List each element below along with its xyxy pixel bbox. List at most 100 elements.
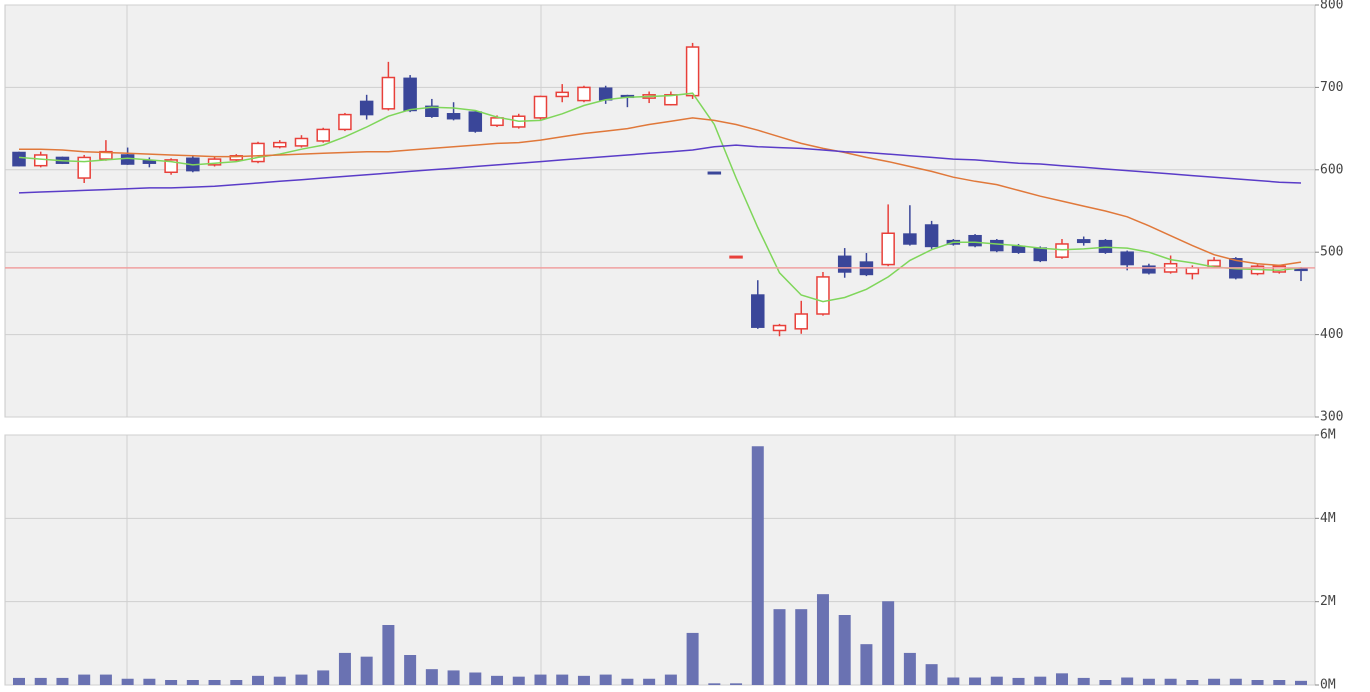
candle-body [1185,267,1200,275]
volume-bar [882,601,895,685]
candle-body [903,233,917,245]
y-tick-label: 4M [1320,511,1336,526]
volume-bar [1251,680,1264,685]
candle-body [598,87,613,101]
candle-body [533,95,548,119]
candle-body [381,76,396,110]
volume-bar [1077,677,1090,685]
candle-body [924,224,939,248]
candle-body [425,105,439,117]
volume-bar [1208,678,1221,685]
volume-bar [360,656,373,685]
candle-body [707,171,722,175]
candle-body [1033,247,1048,262]
volume-bar [99,674,112,685]
volume-bar [621,678,634,685]
candle-body [142,159,157,164]
candle-body [229,155,244,161]
y-tick-label: 0M [1320,678,1336,692]
candle-body [1120,251,1134,266]
candle-body [120,154,135,165]
volume-bar [1121,677,1134,685]
y-tick-label: 400 [1320,327,1343,342]
volume-bar [1164,678,1177,685]
candle-body [99,150,113,160]
candle-body [794,313,808,330]
candle-body [294,137,309,147]
volume-bar [56,677,69,685]
candle-body [816,276,830,315]
y-tick-label: 300 [1320,410,1343,425]
volume-panel [4,434,1316,686]
volume-bar [512,676,525,685]
volume-bar [1273,680,1286,685]
candle-body [555,91,569,98]
volume-bar [165,680,178,685]
volume-bar [208,680,221,685]
volume-bar [686,632,699,685]
volume-bar [577,675,590,685]
candle-body [837,255,852,273]
y-tick-label: 2M [1320,594,1336,609]
volume-bar [317,670,330,685]
volume-bar [990,676,1003,685]
price-panel [4,4,1316,418]
candle-body [990,239,1004,252]
volume-bar [751,446,764,685]
volume-bar [34,677,47,685]
candle-body [468,111,483,132]
candle-body [1098,239,1113,253]
volume-bar [1012,677,1025,685]
volume-bar [947,677,960,685]
candle-body [881,232,895,266]
volume-bar [773,609,786,685]
volume-bar [252,675,265,685]
volume-bar [186,680,199,685]
volume-bar [903,652,916,685]
volume-bar [860,644,873,685]
volume-bar [599,674,612,685]
y-tick-label: 600 [1320,162,1343,177]
candle-body [772,324,787,332]
volume-bar [295,674,308,685]
y-tick-label: 700 [1320,80,1343,95]
volume-bar [730,683,743,685]
candle-body [1142,265,1156,274]
volume-bar [338,652,351,685]
candle-body [1294,267,1308,272]
volume-bar [664,674,677,685]
candle-body [359,100,374,116]
candle-body [207,158,222,166]
volume-bar [230,680,243,685]
candle-body [12,151,26,167]
volume-bar [404,655,417,685]
y-tick-label: 500 [1320,245,1343,260]
volume-bar [1099,680,1112,685]
volume-bar [382,625,395,685]
candle-body [316,128,330,142]
volume-bar [1295,680,1307,685]
candle-body [164,159,178,174]
volume-bar [425,669,438,685]
y-tick-label: 800 [1320,0,1343,13]
candle-body [272,141,287,148]
volume-bar [534,674,547,685]
candle-body [490,117,504,127]
candle-body [403,77,417,112]
moving-average-line [19,117,1302,267]
volume-bar [13,677,25,685]
volume-bar [1229,678,1242,685]
volume-bar [491,675,504,685]
volume-bar [643,678,656,685]
volume-bar [1034,676,1047,685]
volume-bar [816,594,829,685]
candle-body [1207,259,1221,267]
candle-body [968,234,982,247]
candle-body [751,294,765,328]
volume-bar [708,683,721,685]
volume-bar [469,672,482,685]
moving-average-line [18,144,1302,194]
vertical-grid [126,5,956,685]
